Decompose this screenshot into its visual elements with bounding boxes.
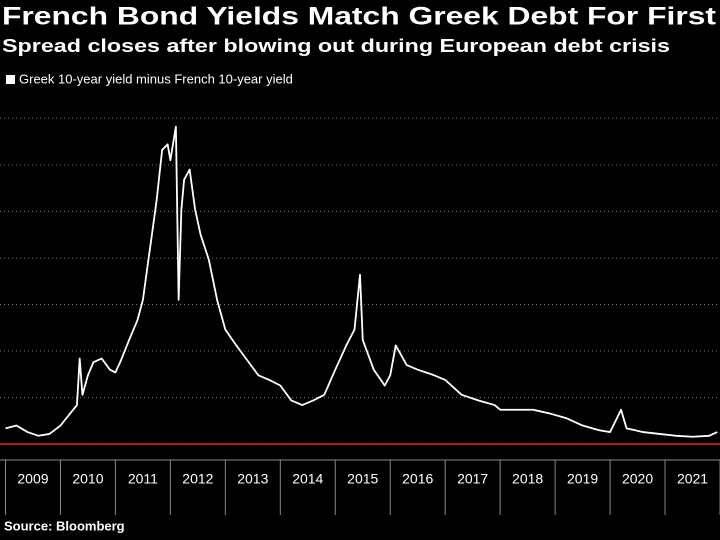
- x-tick-label: 2017: [457, 471, 488, 487]
- legend-swatch: [6, 75, 15, 84]
- x-tick-label: 2009: [17, 471, 48, 487]
- source: Source: Bloomberg: [4, 518, 125, 533]
- data-line: [5, 125, 718, 438]
- x-tick-label: 2020: [622, 471, 653, 487]
- x-tick-label: 2016: [402, 471, 433, 487]
- x-tick-label: 2015: [347, 471, 378, 487]
- legend-label: Greek 10-year yield minus French 10-year…: [19, 71, 293, 86]
- x-tick-label: 2019: [567, 471, 598, 487]
- x-tick-label: 2011: [128, 471, 158, 487]
- x-tick-label: 2012: [182, 471, 213, 487]
- chart-subtitle: Spread closes after blowing out during E…: [2, 36, 670, 56]
- chart-title: French Bond Yields Match Greek Debt For …: [2, 3, 717, 31]
- x-tick-label: 2010: [72, 471, 103, 487]
- x-tick-label: 2013: [237, 471, 268, 487]
- x-tick-label: 2021: [677, 471, 708, 487]
- x-tick-label: 2018: [512, 471, 543, 487]
- x-tick-label: 2014: [292, 471, 323, 487]
